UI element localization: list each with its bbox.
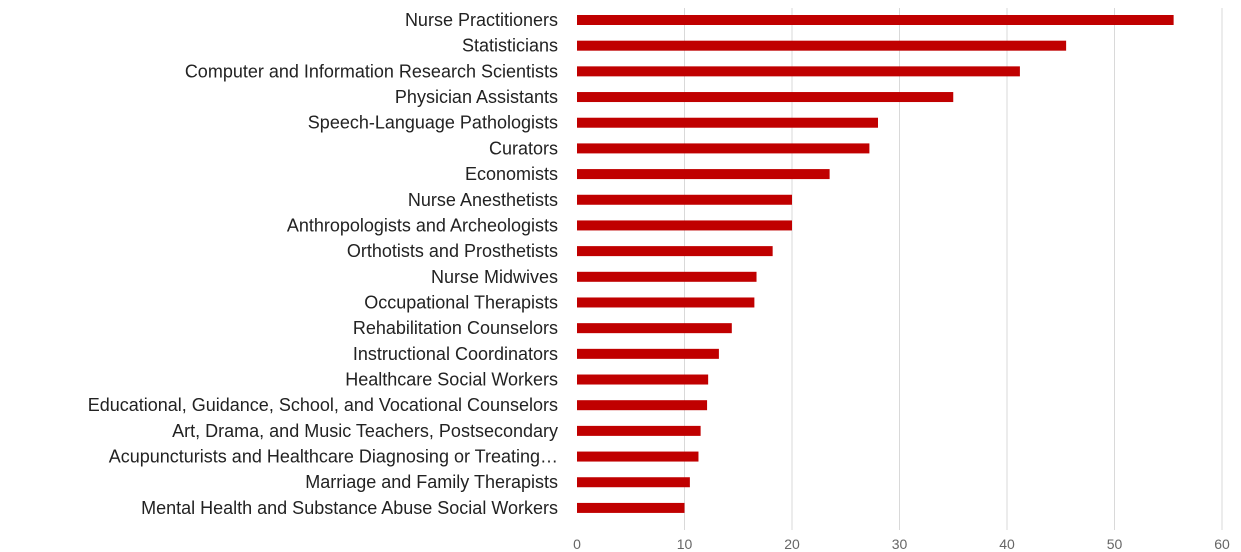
bars: [577, 15, 1174, 513]
bar: [577, 220, 792, 231]
bar: [577, 271, 757, 282]
category-label: Nurse Practitioners: [405, 10, 558, 30]
bar: [577, 477, 690, 488]
bar: [577, 400, 708, 411]
category-label: Nurse Anesthetists: [408, 190, 558, 210]
category-label: Mental Health and Substance Abuse Social…: [141, 498, 558, 518]
x-tick-label: 50: [1107, 536, 1123, 552]
x-tick-label: 30: [892, 536, 908, 552]
x-tick-label: 20: [784, 536, 800, 552]
x-axis-tick-labels: 0 10 20 30 40 50 60: [573, 536, 1230, 552]
bar: [577, 15, 1174, 25]
category-label: Speech-Language Pathologists: [308, 113, 558, 133]
bar: [577, 374, 709, 385]
x-tick-label: 0: [573, 536, 581, 552]
x-tick-label: 40: [999, 536, 1015, 552]
bar: [577, 348, 719, 359]
bar: [577, 425, 701, 436]
category-labels: Nurse Practitioners Statisticians Computer…: [88, 10, 558, 518]
category-label: Instructional Coordinators: [353, 344, 558, 364]
category-label: Rehabilitation Counselors: [353, 318, 558, 338]
bar: [577, 502, 685, 513]
category-label: Economists: [465, 164, 558, 184]
category-label: Anthropologists and Archeologists: [287, 215, 558, 235]
category-label: Educational, Guidance, School, and Vocat…: [88, 395, 558, 415]
category-label: Computer and Information Research Scient…: [185, 61, 558, 81]
bar: [577, 143, 870, 154]
category-label: Curators: [489, 138, 558, 158]
category-label: Physician Assistants: [395, 87, 558, 107]
x-tick-label: 10: [677, 536, 693, 552]
bar: [577, 323, 732, 334]
bar: [577, 246, 773, 257]
category-label: Acupuncturists and Healthcare Diagnosing…: [109, 447, 558, 467]
bar: [577, 169, 830, 180]
bar: [577, 117, 878, 128]
category-label: Nurse Midwives: [431, 267, 558, 287]
bar: [577, 194, 792, 205]
category-label: Marriage and Family Therapists: [305, 472, 558, 492]
x-tick-label: 60: [1214, 536, 1230, 552]
bar: [577, 66, 1020, 77]
bar: [577, 451, 699, 462]
category-label: Healthcare Social Workers: [345, 370, 558, 390]
bar: [577, 297, 755, 308]
category-label: Statisticians: [462, 36, 558, 56]
bar: [577, 40, 1067, 51]
bar: [577, 92, 954, 103]
category-label: Occupational Therapists: [364, 292, 558, 312]
grid-lines: [684, 8, 1223, 530]
category-label: Orthotists and Prosthetists: [347, 241, 558, 261]
category-label: Art, Drama, and Music Teachers, Postseco…: [172, 421, 558, 441]
